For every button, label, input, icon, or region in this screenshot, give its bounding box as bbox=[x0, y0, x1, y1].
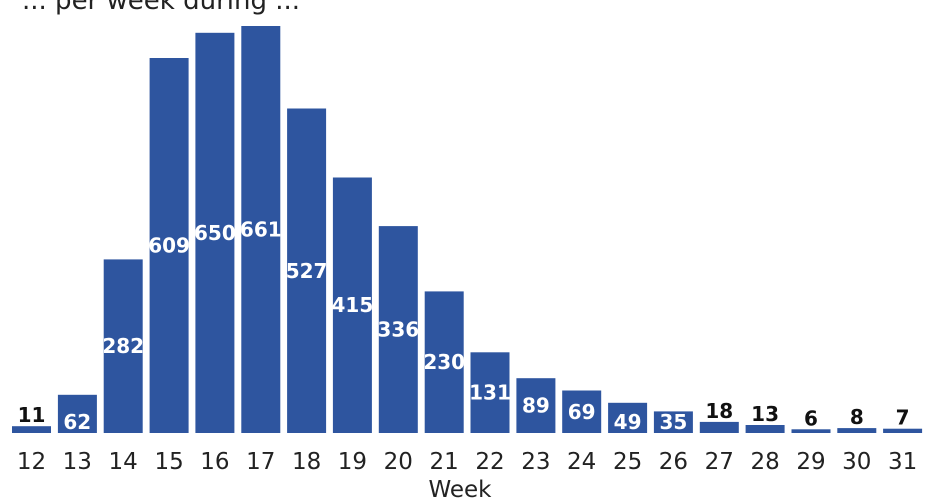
value-label-week-18: 527 bbox=[286, 259, 328, 283]
bar-week-18 bbox=[287, 108, 327, 433]
x-axis-label: Week bbox=[428, 477, 492, 500]
chart-title: ... per week during ... bbox=[22, 0, 301, 16]
x-tick-label-22: 22 bbox=[475, 449, 504, 475]
value-label-week-17: 661 bbox=[240, 218, 282, 242]
x-tick-label-18: 18 bbox=[292, 449, 321, 475]
value-label-week-14: 282 bbox=[102, 334, 144, 358]
bar-week-31 bbox=[883, 428, 923, 433]
bar-week-12 bbox=[12, 426, 51, 433]
x-tick-label-23: 23 bbox=[521, 449, 550, 475]
x-tick-label-19: 19 bbox=[338, 449, 367, 475]
value-label-week-25: 49 bbox=[614, 410, 642, 434]
bar-week-30 bbox=[837, 428, 877, 433]
value-label-week-31: 7 bbox=[896, 406, 910, 430]
x-tick-label-28: 28 bbox=[750, 449, 779, 475]
x-tick-label-27: 27 bbox=[705, 449, 734, 475]
value-label-week-22: 131 bbox=[469, 381, 511, 405]
value-label-week-23: 89 bbox=[522, 394, 550, 418]
bars-layer bbox=[12, 26, 923, 434]
bar-week-24 bbox=[562, 390, 602, 433]
bar-week-17 bbox=[241, 26, 281, 433]
x-tick-label-31: 31 bbox=[888, 449, 917, 475]
bar-week-14 bbox=[103, 259, 143, 433]
bar-week-26 bbox=[653, 411, 693, 433]
bar-week-13 bbox=[57, 394, 97, 433]
value-label-week-19: 415 bbox=[332, 293, 374, 317]
x-tick-label-16: 16 bbox=[200, 449, 229, 475]
value-label-week-28: 13 bbox=[751, 402, 779, 426]
x-tick-label-17: 17 bbox=[246, 449, 275, 475]
bar-week-15 bbox=[149, 58, 189, 433]
x-tick-label-13: 13 bbox=[63, 449, 92, 475]
value-label-week-27: 18 bbox=[705, 399, 733, 423]
bar-week-27 bbox=[699, 421, 739, 433]
value-label-week-29: 6 bbox=[804, 406, 818, 430]
bar-week-21 bbox=[424, 291, 464, 433]
value-label-week-30: 8 bbox=[850, 405, 864, 429]
x-tick-label-21: 21 bbox=[430, 449, 459, 475]
x-tick-label-15: 15 bbox=[154, 449, 183, 475]
value-label-week-13: 62 bbox=[63, 410, 91, 434]
x-tick-label-14: 14 bbox=[109, 449, 138, 475]
value-label-week-16: 650 bbox=[194, 221, 236, 245]
x-tick-label-30: 30 bbox=[842, 449, 871, 475]
bar-week-28 bbox=[745, 425, 785, 433]
x-tick-label-26: 26 bbox=[659, 449, 688, 475]
x-tick-label-29: 29 bbox=[796, 449, 825, 475]
bar-week-23 bbox=[516, 378, 556, 433]
value-label-week-26: 35 bbox=[659, 410, 687, 434]
bar-week-29 bbox=[791, 429, 831, 433]
value-label-week-15: 609 bbox=[148, 234, 190, 258]
x-tick-label-25: 25 bbox=[613, 449, 642, 475]
x-tick-label-12: 12 bbox=[17, 449, 46, 475]
bar-week-22 bbox=[470, 352, 510, 433]
x-tick-labels-layer: 12 13 14 15 16 17 18 19 20 21 22 23 24 25 26 27 28 29 30 31 bbox=[17, 449, 917, 475]
x-tick-label-20: 20 bbox=[384, 449, 413, 475]
value-label-week-21: 230 bbox=[423, 350, 465, 374]
bar-week-19 bbox=[332, 177, 372, 433]
value-label-week-12: 11 bbox=[18, 403, 46, 427]
value-label-week-20: 336 bbox=[377, 318, 419, 342]
value-label-week-24: 69 bbox=[568, 400, 596, 424]
bar-week-20 bbox=[378, 226, 418, 433]
bar-week-16 bbox=[195, 32, 235, 434]
bar-week-25 bbox=[608, 402, 648, 433]
x-tick-label-24: 24 bbox=[567, 449, 596, 475]
